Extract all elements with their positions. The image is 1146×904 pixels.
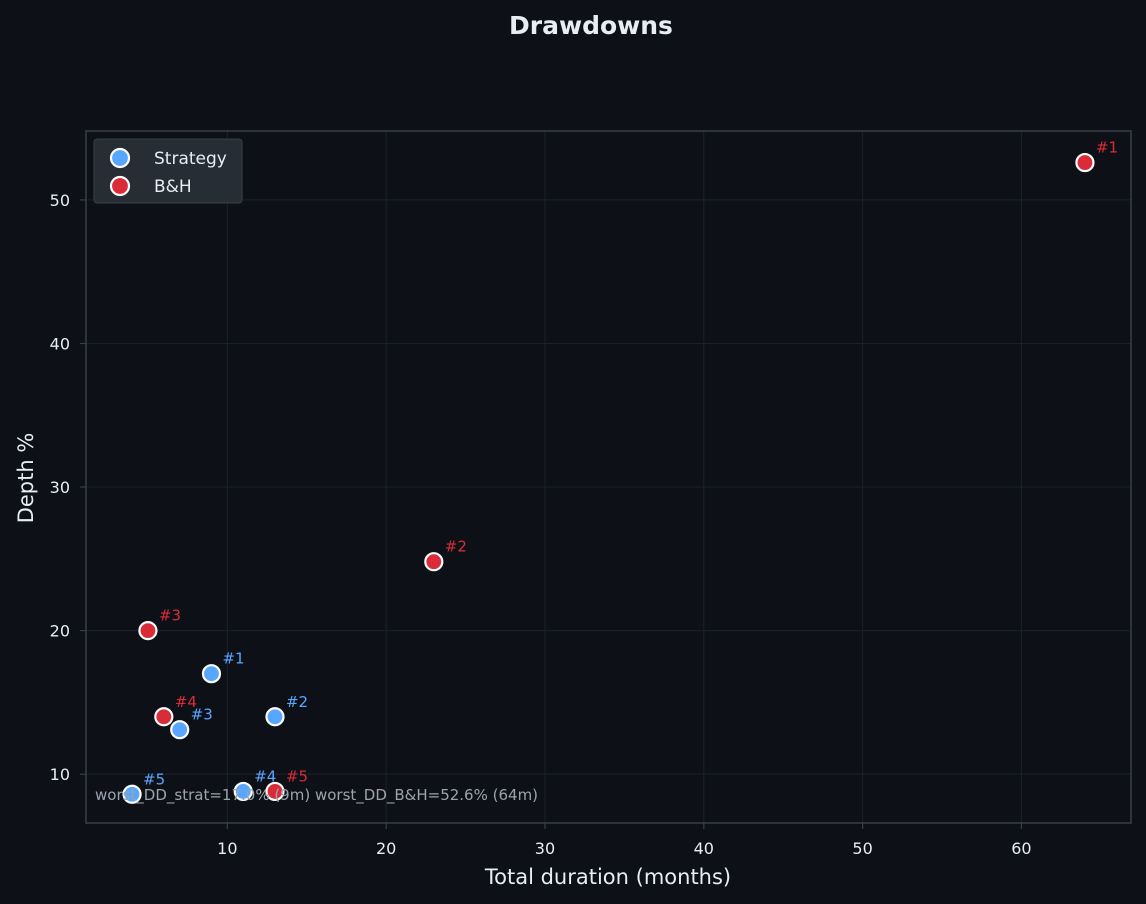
y-tick-label: 50 — [50, 191, 70, 210]
point-strategy — [122, 784, 142, 804]
legend-label-strategy: Strategy — [154, 149, 227, 169]
legend-marker-strategy — [109, 147, 131, 169]
legend-marker-bh — [109, 175, 131, 197]
point-bh — [154, 707, 174, 727]
point-label-bh: #4 — [175, 693, 197, 711]
plot-area-frame — [85, 130, 1132, 824]
x-axis-label: Total duration (months) — [484, 865, 731, 889]
point-bh — [1075, 152, 1095, 173]
x-tick-label: 50 — [852, 839, 872, 858]
point-label-strategy: #3 — [191, 706, 213, 724]
point-strategy — [201, 664, 222, 684]
x-tick-label: 60 — [1011, 839, 1031, 858]
x-tick-label: 10 — [217, 839, 237, 858]
y-tick-label: 10 — [50, 765, 70, 784]
grid-layer — [86, 131, 1131, 823]
point-bh — [265, 781, 285, 802]
x-tick-label: 30 — [535, 839, 555, 858]
point-strategy — [170, 720, 190, 740]
point-strategy — [265, 707, 285, 727]
point-label-strategy: #1 — [222, 650, 244, 668]
point-bh — [424, 552, 444, 572]
data-points: #1#2#3#4#5#1#2#3#4#5 — [122, 139, 1118, 804]
y-axis-label: Depth % — [14, 433, 38, 524]
legend-label-bh: B&H — [154, 177, 192, 197]
point-strategy — [233, 781, 253, 802]
y-tick-label: 40 — [50, 334, 70, 353]
worst-drawdown-annotation: worst_DD_strat=17.0% (9m) worst_DD_B&H=5… — [95, 786, 538, 805]
axis-ticks: 10 20 30 40 50 60 10 20 30 40 50 — [50, 191, 1032, 858]
point-label-bh: #3 — [159, 607, 181, 625]
legend-box — [93, 138, 243, 204]
legend: Strategy B&H — [93, 138, 243, 204]
point-label-strategy: #4 — [254, 767, 276, 785]
y-tick-label: 30 — [50, 478, 70, 497]
point-label-strategy: #2 — [286, 693, 308, 711]
x-tick-label: 20 — [376, 839, 396, 858]
y-tick-label: 20 — [50, 622, 70, 641]
point-label-strategy: #5 — [143, 770, 165, 788]
chart-title: Drawdowns — [509, 11, 673, 40]
x-tick-label: 40 — [694, 839, 714, 858]
point-label-bh: #5 — [286, 767, 308, 785]
point-bh — [138, 621, 158, 641]
point-label-bh: #1 — [1096, 139, 1118, 157]
point-label-bh: #2 — [445, 538, 467, 556]
